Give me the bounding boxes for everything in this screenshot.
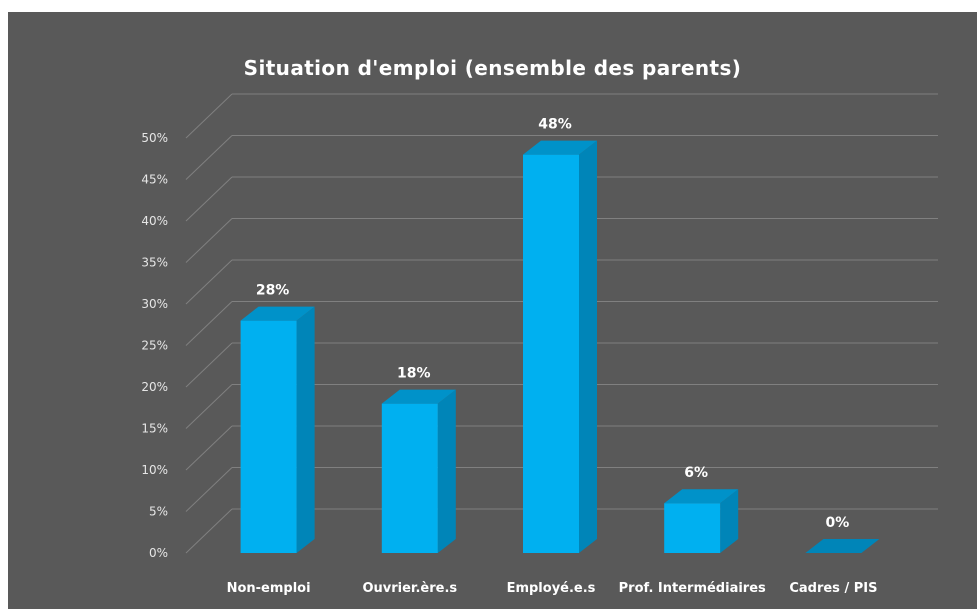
gridline-diagonal — [185, 259, 233, 305]
chart-panel: Situation d'emploi (ensemble des parents… — [8, 12, 977, 609]
y-tick-label: 35% — [141, 256, 168, 270]
gridline-diagonal — [185, 508, 233, 554]
data-label: 0% — [826, 515, 850, 531]
bar — [240, 306, 315, 553]
gridline-diagonal — [185, 93, 233, 139]
bar-front-face — [523, 154, 579, 553]
bar-chart: 0% 5% 10% 15% 20% 25% 30% 35% 40% 45% 50% Non-empl… — [141, 93, 938, 596]
y-axis-ticks: 0% 5% 10% 15% 20% 25% 30% 35% 40% 45% 50% — [141, 131, 168, 560]
x-tick-label: Cadres / PIS — [789, 581, 877, 596]
bars — [240, 140, 880, 553]
data-labels: 28% 18% 48% 6% 0% — [256, 117, 849, 531]
y-tick-label: 15% — [141, 422, 168, 436]
y-tick-label: 40% — [141, 214, 168, 228]
chart-title: Situation d'emploi (ensemble des parents… — [243, 56, 742, 80]
data-label: 18% — [397, 366, 431, 382]
bar-side-face — [720, 489, 739, 553]
bar-top-face — [664, 489, 739, 504]
bar-side-face — [579, 140, 597, 553]
y-tick-label: 25% — [141, 339, 168, 353]
bar-top-face — [805, 539, 880, 553]
data-label: 28% — [256, 283, 290, 299]
bar-top-face — [381, 389, 456, 404]
gridline-diagonal — [185, 301, 233, 346]
gridline-diagonal — [185, 135, 233, 180]
gridline-diagonal — [185, 176, 233, 222]
gridline-diagonal — [185, 425, 233, 471]
y-tick-label: 5% — [149, 505, 168, 519]
y-tick-label: 10% — [141, 463, 168, 477]
x-axis-labels: Non-emploi Ouvrier.ère.s Employé.e.s Prof. … — [227, 581, 878, 596]
y-tick-label: 30% — [141, 297, 168, 311]
bar-top-face — [523, 140, 597, 155]
bar — [664, 489, 739, 553]
bar — [381, 389, 456, 553]
y-tick-label: 0% — [149, 546, 168, 560]
x-tick-label: Employé.e.s — [507, 581, 596, 596]
bar-side-face — [296, 306, 315, 553]
gridline-diagonal — [185, 467, 233, 512]
data-label: 48% — [538, 117, 572, 133]
gridline-diagonal — [185, 218, 233, 263]
bar-front-face — [381, 403, 438, 553]
bar-top-face — [240, 306, 315, 321]
x-tick-label: Ouvrier.ère.s — [362, 581, 457, 596]
bar — [805, 539, 880, 553]
bar-front-face — [240, 320, 297, 553]
y-tick-label: 50% — [141, 131, 168, 145]
x-tick-label: Prof. Intermédiaires — [619, 581, 766, 596]
x-tick-label: Non-emploi — [227, 581, 311, 596]
bar-front-face — [664, 503, 721, 553]
gridline-diagonal — [185, 342, 233, 388]
bar-side-face — [437, 389, 456, 553]
y-tick-label: 45% — [141, 173, 168, 187]
bar — [523, 140, 597, 553]
gridline-diagonal — [185, 384, 233, 429]
y-tick-label: 20% — [141, 380, 168, 394]
data-label: 6% — [684, 465, 708, 481]
